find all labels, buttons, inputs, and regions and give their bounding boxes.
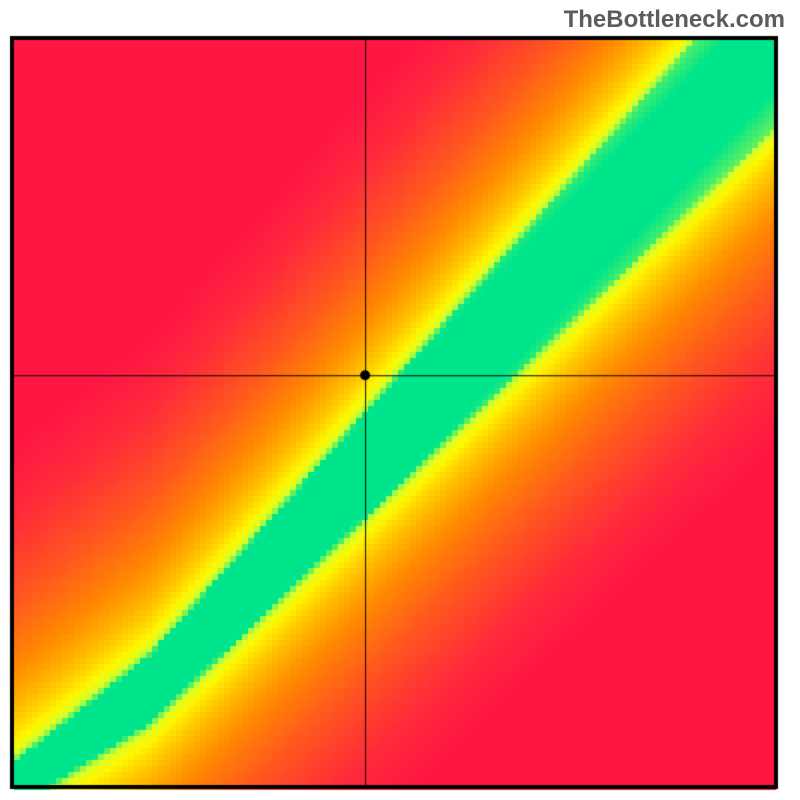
chart-container: TheBottleneck.com	[0, 0, 800, 800]
attribution-text: TheBottleneck.com	[564, 6, 785, 34]
bottleneck-heatmap	[0, 0, 800, 800]
